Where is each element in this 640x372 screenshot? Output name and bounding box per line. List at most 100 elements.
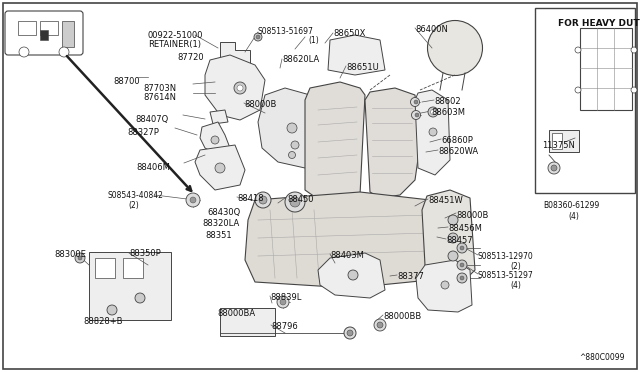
Circle shape (575, 47, 581, 53)
Bar (549, 130, 579, 152)
Text: 66860P: 66860P (441, 136, 473, 145)
Circle shape (135, 293, 145, 303)
Circle shape (289, 151, 296, 158)
Polygon shape (258, 88, 330, 168)
Circle shape (460, 276, 464, 280)
Circle shape (59, 47, 69, 57)
Text: 88300E: 88300E (54, 250, 86, 259)
Text: 88000B: 88000B (244, 100, 276, 109)
Text: 88377: 88377 (397, 272, 424, 281)
Text: ^880C0099: ^880C0099 (579, 353, 625, 362)
Circle shape (259, 196, 267, 204)
Text: 88651U: 88651U (346, 63, 379, 72)
Text: 88403M: 88403M (330, 251, 364, 260)
Circle shape (287, 123, 297, 133)
Polygon shape (415, 90, 450, 175)
Circle shape (460, 246, 464, 250)
Text: 88700: 88700 (113, 77, 140, 86)
Circle shape (78, 256, 82, 260)
Text: 88418: 88418 (237, 194, 264, 203)
Polygon shape (200, 122, 230, 155)
Polygon shape (318, 253, 385, 298)
Bar (62, 21, 74, 47)
Circle shape (457, 260, 467, 270)
Bar (40, 30, 48, 40)
Text: 88457: 88457 (446, 236, 472, 245)
Circle shape (457, 243, 467, 253)
Circle shape (457, 273, 467, 283)
Circle shape (254, 33, 262, 41)
Text: (2): (2) (510, 262, 521, 271)
Text: 88351: 88351 (205, 231, 232, 240)
Text: 88603M: 88603M (431, 108, 465, 117)
Bar (220, 308, 275, 336)
Text: 88456M: 88456M (448, 224, 482, 233)
Text: S08543-40842: S08543-40842 (107, 191, 163, 200)
Bar (89, 252, 171, 320)
Text: 87720: 87720 (177, 53, 204, 62)
Circle shape (377, 322, 383, 328)
Circle shape (551, 165, 557, 171)
Text: S08513-12970: S08513-12970 (478, 252, 534, 261)
Bar (95, 258, 115, 278)
Bar (18, 21, 36, 35)
Text: 88450: 88450 (287, 195, 314, 204)
Text: 88406M: 88406M (136, 163, 170, 172)
Circle shape (237, 85, 243, 91)
Polygon shape (220, 42, 250, 75)
Text: RETAINER(1): RETAINER(1) (148, 40, 201, 49)
Circle shape (448, 233, 458, 243)
Circle shape (290, 197, 300, 207)
Circle shape (448, 215, 458, 225)
Circle shape (19, 47, 29, 57)
Bar (123, 258, 143, 278)
Circle shape (412, 110, 420, 119)
Text: 87614N: 87614N (143, 93, 176, 102)
Text: 88000B: 88000B (456, 211, 488, 220)
Circle shape (255, 192, 271, 208)
Text: 00922-51000: 00922-51000 (148, 31, 204, 40)
Circle shape (215, 163, 225, 173)
Polygon shape (245, 192, 435, 288)
Text: (4): (4) (568, 212, 579, 221)
Bar (552, 133, 562, 149)
Circle shape (414, 100, 418, 104)
Text: 88000BA: 88000BA (217, 309, 255, 318)
Polygon shape (205, 55, 265, 120)
Text: 88000BB: 88000BB (383, 312, 421, 321)
Ellipse shape (428, 20, 483, 76)
Circle shape (415, 113, 419, 117)
Text: 68430Q: 68430Q (207, 208, 240, 217)
Bar (535, 8, 635, 193)
Text: 88828+B: 88828+B (83, 317, 122, 326)
Circle shape (256, 35, 260, 39)
Circle shape (631, 47, 637, 53)
Bar (580, 28, 632, 110)
Circle shape (291, 141, 299, 149)
Circle shape (428, 107, 438, 117)
Text: (4): (4) (510, 281, 521, 290)
Text: 88327P: 88327P (127, 128, 159, 137)
Text: 88796: 88796 (271, 322, 298, 331)
Circle shape (374, 319, 386, 331)
Circle shape (285, 192, 305, 212)
Circle shape (448, 251, 458, 261)
Text: 88320LA: 88320LA (202, 219, 239, 228)
Text: 88620WA: 88620WA (438, 147, 478, 156)
Circle shape (75, 253, 85, 263)
Polygon shape (422, 190, 475, 280)
Circle shape (631, 87, 637, 93)
Polygon shape (328, 35, 385, 75)
Polygon shape (416, 260, 472, 312)
Text: 86400N: 86400N (415, 25, 448, 34)
Circle shape (344, 327, 356, 339)
Text: 11375N: 11375N (542, 141, 575, 150)
Text: 88350P: 88350P (129, 249, 161, 258)
Circle shape (348, 270, 358, 280)
Circle shape (186, 193, 200, 207)
Text: 88407Q: 88407Q (135, 115, 168, 124)
Text: 88620LA: 88620LA (282, 55, 319, 64)
Circle shape (234, 82, 246, 94)
Text: S08513-51297: S08513-51297 (478, 271, 534, 280)
FancyBboxPatch shape (5, 11, 83, 55)
